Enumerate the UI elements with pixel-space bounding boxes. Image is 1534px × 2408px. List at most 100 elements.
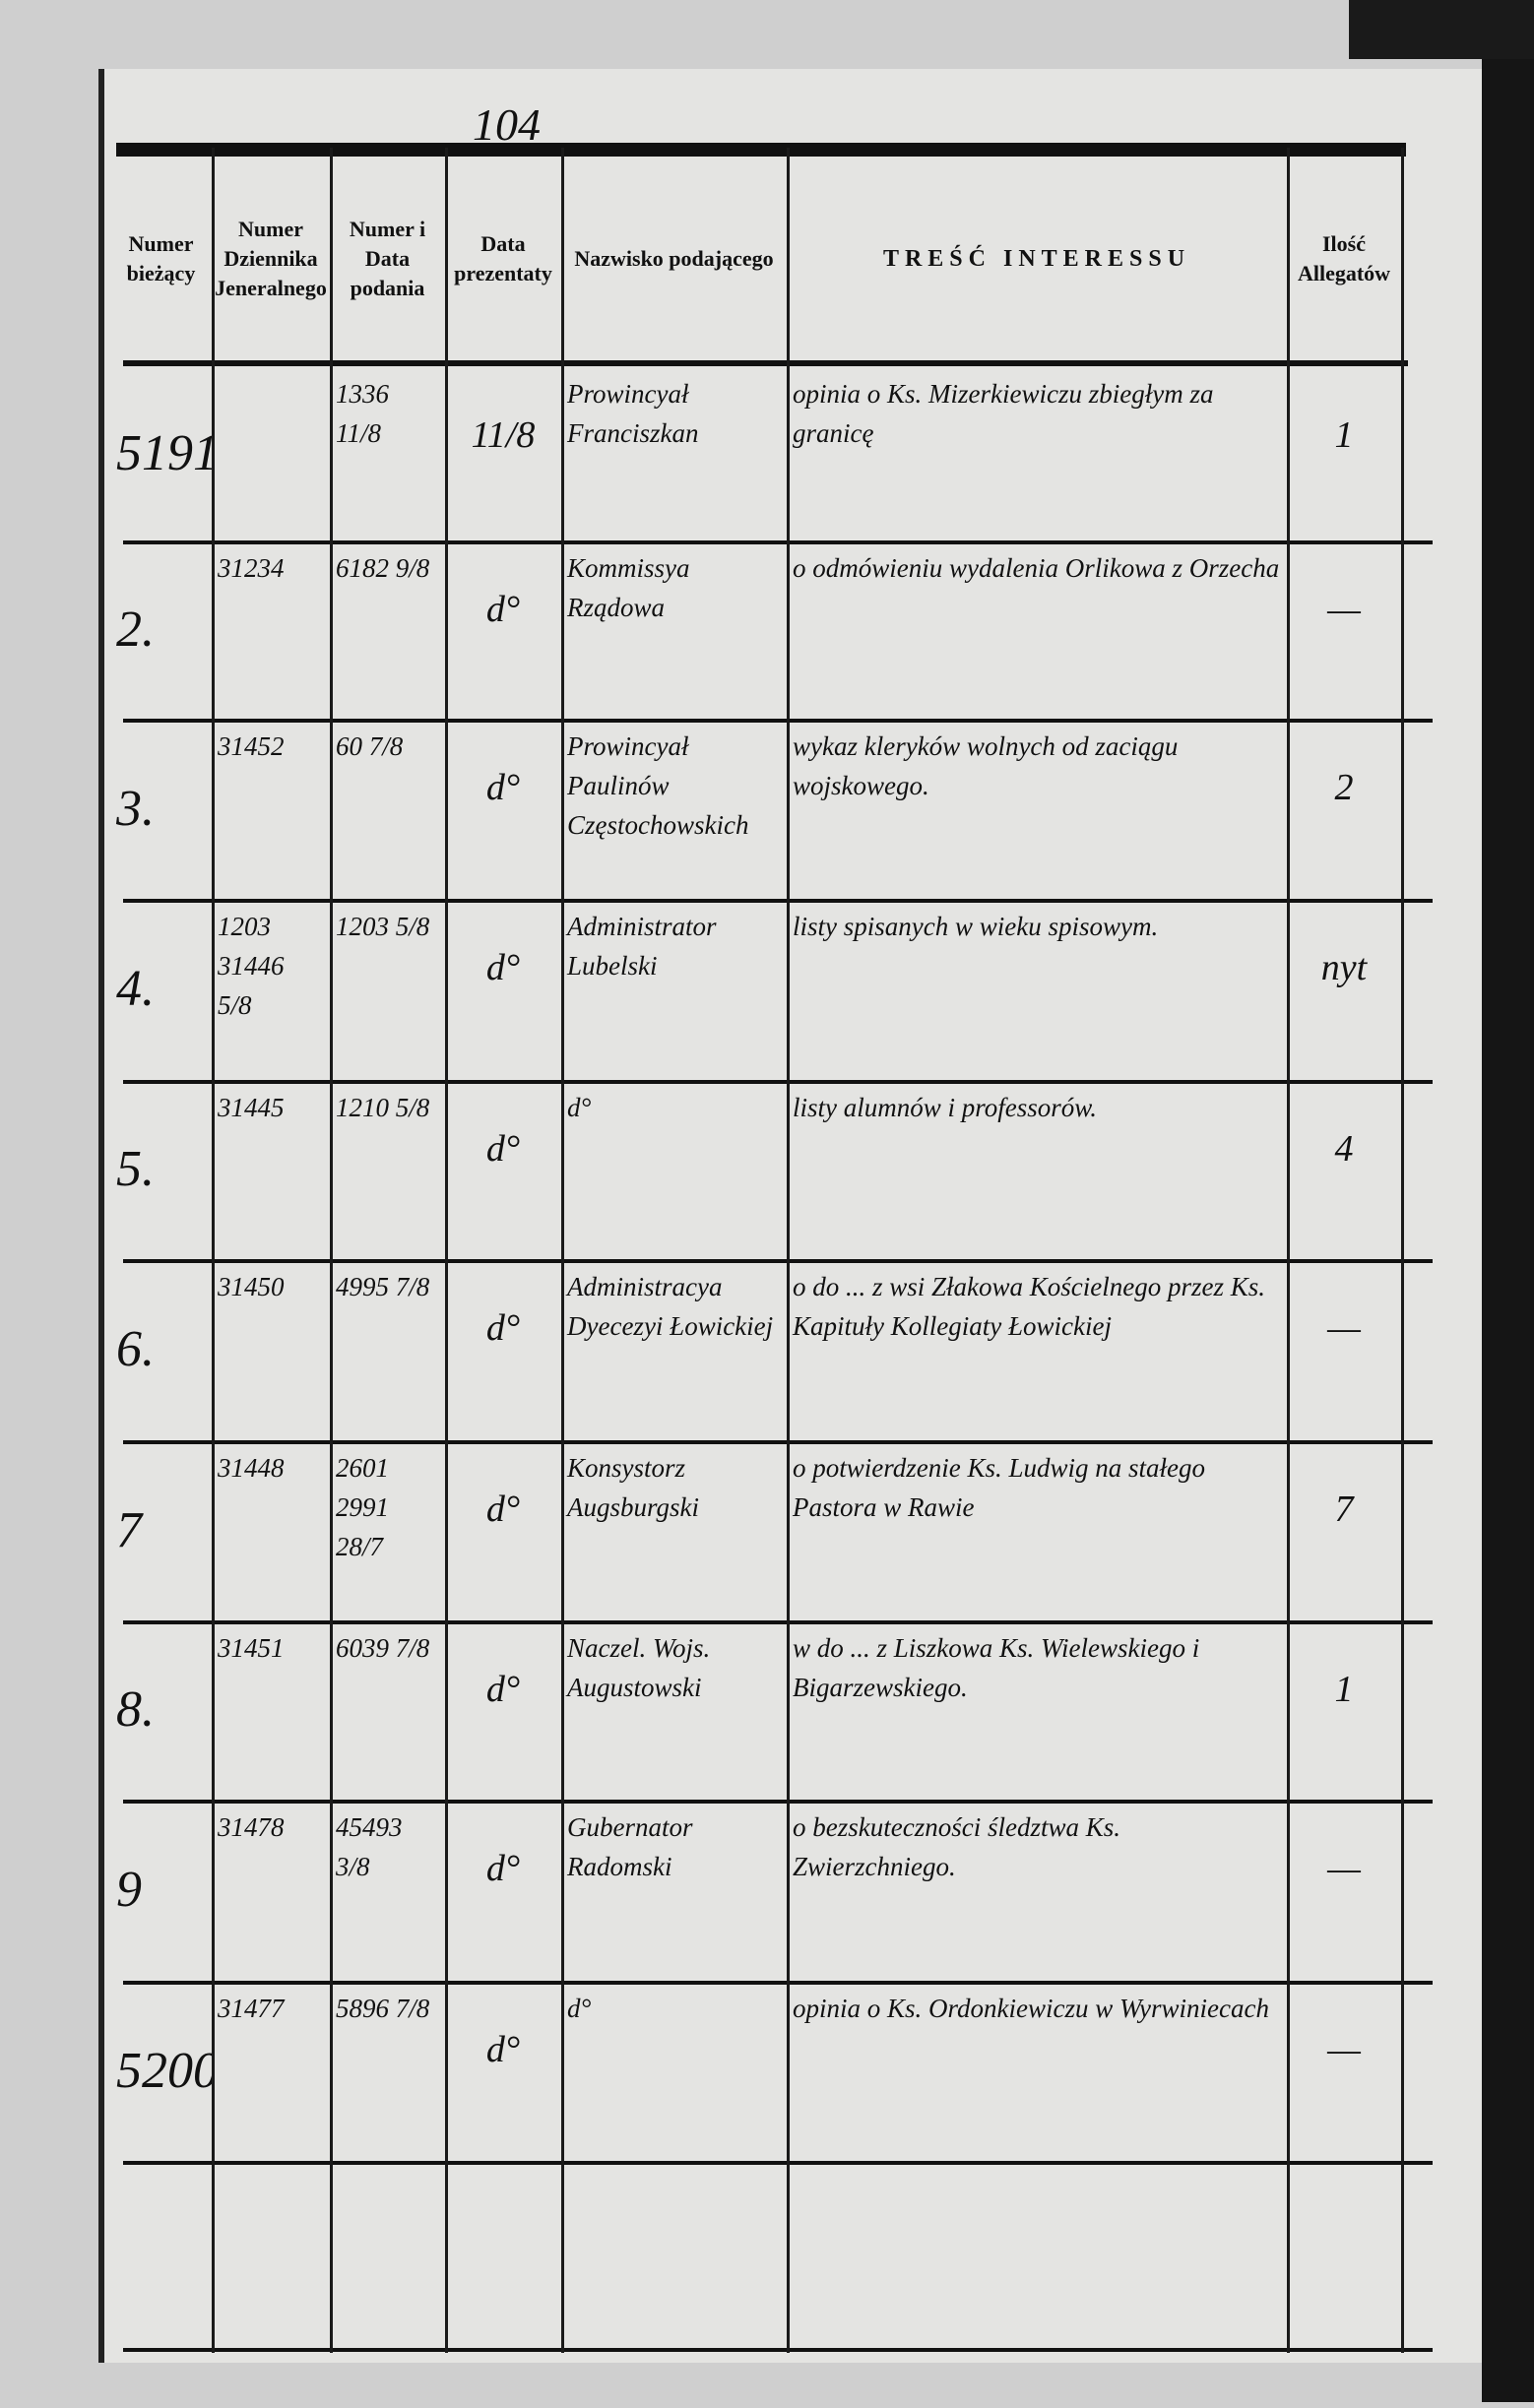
row-divider (123, 1981, 1433, 1985)
cell-dziennik: 31450 (218, 1272, 285, 1301)
cell-numer: 8. (116, 1681, 155, 1738)
bottom-rule (123, 2348, 1433, 2352)
cell-nazwisko: Administrator Lubelski (567, 912, 717, 981)
cell-allegaty: 1 (1334, 414, 1354, 456)
cell-prezentata: 11/8 (471, 414, 536, 456)
column-divider (1401, 148, 1404, 2353)
cell-tresc: w do ... z Liszkowa Ks. Wielewskiego i B… (793, 1633, 1200, 1702)
cell-allegaty: 7 (1334, 1489, 1354, 1530)
cell-podanie: 1210 5/8 (336, 1093, 430, 1122)
cell-nazwisko: d° (567, 1093, 592, 1122)
column-header: Numer i Data podania (349, 216, 426, 300)
cell-allegaty: 2 (1334, 767, 1354, 808)
cell-tresc: opinia o Ks. Mizerkiewiczu zbiegłym za g… (793, 379, 1214, 448)
cell-nazwisko: Konsystorz Augsburgski (567, 1453, 699, 1522)
cell-dziennik: 31234 (218, 553, 285, 583)
row-divider (123, 2161, 1433, 2165)
column-header: Nazwisko podającego (574, 245, 774, 271)
column-divider (212, 148, 215, 2353)
cell-nazwisko: Prowincyał Franciszkan (567, 379, 699, 448)
column-divider (1287, 148, 1290, 2353)
cell-prezentata: d° (485, 1848, 521, 1889)
row-divider (123, 899, 1433, 903)
cell-podanie: 2601 2991 28/7 (336, 1453, 389, 1561)
cell-prezentata: d° (485, 1489, 521, 1530)
cell-prezentata: d° (485, 589, 521, 630)
column-divider (445, 148, 448, 2353)
cell-prezentata: d° (485, 1307, 521, 1349)
cell-podanie: 1336 11/8 (336, 379, 389, 448)
cell-tresc: opinia o Ks. Ordonkiewiczu w Wyrwiniecac… (793, 1994, 1269, 2023)
header-top-rule (116, 143, 1406, 157)
cell-numer: 2. (116, 601, 155, 658)
cell-podanie: 1203 5/8 (336, 912, 430, 941)
header-bottom-rule (123, 360, 1408, 366)
cell-tresc: o potwierdzenie Ks. Ludwig na stałego Pa… (793, 1453, 1206, 1522)
cell-tresc: listy alumnów i professorów. (793, 1093, 1098, 1122)
cell-tresc: o odmówieniu wydalenia Orlikowa z Orzech… (793, 553, 1280, 583)
cell-podanie: 60 7/8 (336, 731, 404, 761)
cell-nazwisko: Naczel. Wojs. Augustowski (567, 1633, 711, 1702)
column-divider (330, 148, 333, 2353)
cell-numer: 5. (116, 1141, 155, 1197)
cell-dziennik: 31445 (218, 1093, 285, 1122)
cell-nazwisko: Kommissya Rządowa (567, 553, 690, 622)
cell-allegaty: — (1327, 1848, 1361, 1889)
row-divider (123, 540, 1433, 544)
column-header: Numer Dziennika Jeneralnego (215, 216, 327, 300)
cell-dziennik: 31451 (218, 1633, 285, 1663)
cell-numer: 4. (116, 961, 155, 1017)
cell-podanie: 6182 9/8 (336, 553, 430, 583)
cell-podanie: 6039 7/8 (336, 1633, 430, 1663)
cell-allegaty: 4 (1334, 1128, 1354, 1170)
cell-prezentata: d° (485, 767, 521, 808)
cell-dziennik: 1203 31446 5/8 (218, 912, 285, 1020)
cell-prezentata: d° (485, 1669, 521, 1710)
cell-tresc: o bezskuteczności śledztwa Ks. Zwierzchn… (793, 1812, 1120, 1881)
cell-allegaty: — (1327, 1307, 1361, 1349)
cell-podanie: 45493 3/8 (336, 1812, 403, 1881)
cell-dziennik: 31477 (218, 1994, 285, 2023)
cell-allegaty: 1 (1334, 1669, 1354, 1710)
cell-nazwisko: Administracya Dyecezyi Łowickiej (567, 1272, 774, 1341)
column-header: Numer bieżący (126, 230, 196, 285)
row-divider (123, 1259, 1433, 1263)
cell-allegaty: — (1327, 2029, 1361, 2070)
cell-prezentata: d° (485, 947, 521, 988)
cell-numer: 9 (116, 1862, 142, 1918)
cell-dziennik: 31452 (218, 731, 285, 761)
column-header: TREŚĆ INTERESSU (882, 245, 1191, 272)
column-divider (561, 148, 564, 2353)
cell-nazwisko: Gubernator Radomski (567, 1812, 693, 1881)
cell-podanie: 4995 7/8 (336, 1272, 430, 1301)
cell-dziennik (212, 366, 330, 540)
page-number: 104 (473, 99, 541, 150)
cell-allegaty: nyt (1320, 947, 1368, 988)
cell-allegaty: — (1327, 589, 1361, 630)
cell-numer: 5200. (116, 2042, 212, 2099)
cell-numer: 7 (116, 1501, 142, 1558)
row-divider (123, 1620, 1433, 1624)
cell-numer: 3. (116, 780, 155, 837)
column-header: Data prezentaty (454, 230, 552, 285)
cell-podanie: 5896 7/8 (336, 1994, 430, 2023)
scan-edge (1482, 59, 1534, 2402)
cell-numer: 6. (116, 1321, 155, 1377)
row-divider (123, 719, 1433, 723)
cell-dziennik: 31478 (218, 1812, 285, 1842)
column-divider (787, 148, 790, 2353)
cell-prezentata: d° (485, 1128, 521, 1170)
row-divider (123, 1080, 1433, 1084)
scan-edge (1349, 0, 1534, 59)
cell-dziennik: 31448 (218, 1453, 285, 1483)
cell-tresc: wykaz kleryków wolnych od zaciągu wojsko… (793, 731, 1179, 800)
cell-nazwisko: Prowincyał Paulinów Częstochowskich (567, 731, 749, 840)
row-divider (123, 1440, 1433, 1444)
row-divider (123, 1800, 1433, 1804)
cell-prezentata: d° (485, 2029, 521, 2070)
cell-tresc: listy spisanych w wieku spisowym. (793, 912, 1159, 941)
column-header: Ilość Allegatów (1297, 230, 1391, 285)
cell-nazwisko: d° (567, 1994, 592, 2023)
cell-tresc: o do ... z wsi Złakowa Kościelnego przez… (793, 1272, 1266, 1341)
